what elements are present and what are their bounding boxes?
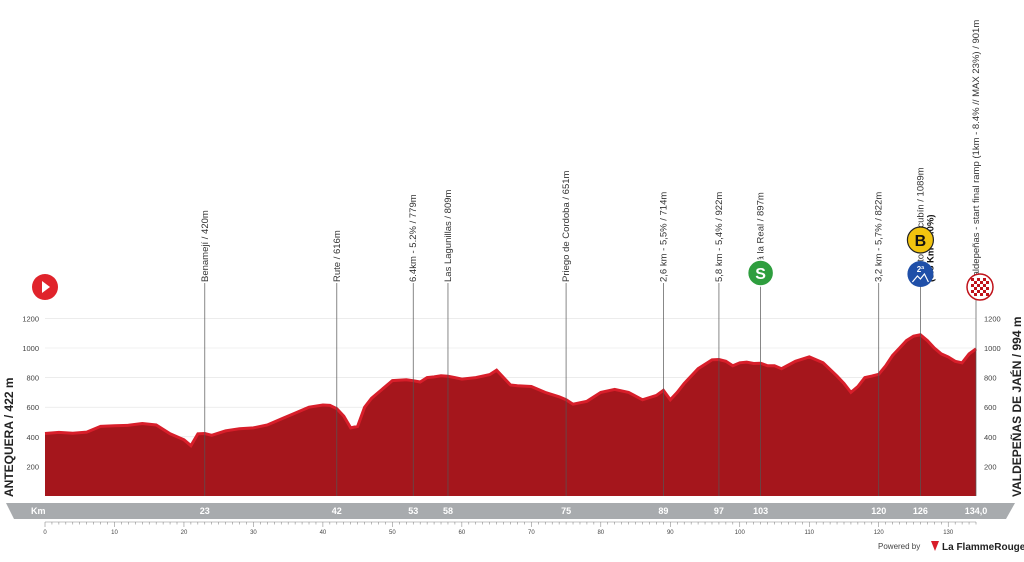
checkered-flag-square — [974, 281, 977, 284]
checkered-flag-square — [980, 287, 983, 290]
y-tick-label-left: 1000 — [22, 344, 39, 353]
km-marker-label: 134,0 — [965, 506, 988, 516]
sprint-icon — [746, 259, 775, 287]
x-tick-label: 0 — [43, 530, 47, 536]
waypoint-label: 6.4km - 5.2% / 779m — [408, 194, 419, 282]
y-tick-label-left: 600 — [26, 403, 39, 412]
checkered-flag-square — [974, 293, 977, 296]
y-tick-label-left: 200 — [26, 462, 39, 471]
finish-location-label: VALDEPEÑAS DE JAÉN / 994 m — [1009, 317, 1024, 498]
checkered-flag-square — [977, 284, 980, 287]
x-tick-label: 130 — [943, 530, 954, 536]
km-marker-label: 120 — [871, 506, 886, 516]
checkered-flag-square — [977, 278, 980, 281]
x-tick-label: 90 — [667, 530, 674, 536]
checkered-flag-square — [983, 284, 986, 287]
checkered-flag-square — [986, 293, 989, 296]
y-tick-label-right: 200 — [984, 462, 997, 471]
km-axis-label: Km — [31, 506, 46, 516]
checkered-flag-square — [986, 287, 989, 290]
play-arrow-icon — [42, 281, 50, 293]
waypoint-label: Rute / 616m — [332, 230, 343, 282]
x-tick-label: 40 — [320, 530, 327, 536]
checkered-flag-square — [974, 287, 977, 290]
km-marker-label: 58 — [443, 506, 453, 516]
waypoint-label: 2,6 km - 5,5% / 714m — [658, 192, 669, 282]
km-marker-label: 89 — [658, 506, 668, 516]
powered-by-text: Powered by — [878, 542, 920, 551]
checkered-flag-square — [986, 281, 989, 284]
waypoint-label: Valdepeñas - start final ramp (1km - 8.4… — [971, 20, 982, 282]
elevation-profile-area — [45, 334, 976, 496]
km-marker-label: 42 — [332, 506, 342, 516]
waypoint-label: Puerto de Locubín / 1089m — [915, 167, 926, 282]
waypoint-label: Priego de Cordoba / 651m — [561, 170, 572, 282]
km-marker-label: 75 — [561, 506, 571, 516]
waypoint-label: Las Lagunillas / 809m — [443, 189, 454, 282]
x-tick-label: 120 — [874, 530, 885, 536]
waypoint-label: Benamejí / 420m — [200, 210, 211, 282]
km-marker-label: 23 — [200, 506, 210, 516]
checkered-flag-square — [980, 293, 983, 296]
x-tick-label: 10 — [111, 530, 118, 536]
checkered-flag-square — [971, 284, 974, 287]
mountain-peaks-icon — [911, 272, 929, 283]
sprint-icon-letter: S — [755, 266, 766, 283]
checkered-flag-square — [983, 290, 986, 293]
checkered-flag-square — [977, 290, 980, 293]
bonus-icon — [906, 226, 935, 254]
waypoint-label: Alcalá la Real / 897m — [756, 192, 767, 282]
y-tick-label-right: 1200 — [984, 314, 1001, 323]
elevation-profile-ridge — [44, 333, 977, 449]
y-tick-label-right: 1000 — [984, 344, 1001, 353]
x-tick-label: 30 — [250, 530, 257, 536]
brand-text: La FlammeRouge — [942, 542, 1024, 553]
y-tick-label-left: 800 — [26, 374, 39, 383]
x-tick-label: 20 — [181, 530, 188, 536]
x-tick-label: 50 — [389, 530, 396, 536]
x-tick-label: 110 — [804, 530, 814, 536]
waypoint-label: 5,8 km - 5,4% / 922m — [714, 192, 725, 282]
waypoint-label: 3,2 km - 5,7% / 822m — [874, 192, 885, 282]
x-tick-label: 80 — [597, 530, 604, 536]
x-tick-label: 60 — [459, 530, 466, 536]
km-axis-bar — [6, 503, 1015, 519]
flamme-rouge-logo-icon — [931, 541, 939, 551]
km-marker-label: 103 — [753, 506, 768, 516]
checkered-flag-square — [980, 281, 983, 284]
y-tick-label-right: 400 — [984, 433, 997, 442]
x-tick-label: 70 — [528, 530, 535, 536]
x-tick-label: 100 — [735, 530, 746, 536]
km-marker-label: 97 — [714, 506, 724, 516]
start-location-label: ANTEQUERA / 422 m — [2, 377, 16, 497]
checkered-flag-square — [971, 290, 974, 293]
checkered-flag-square — [983, 278, 986, 281]
km-marker-label: 53 — [408, 506, 418, 516]
y-tick-label-right: 800 — [984, 374, 997, 383]
bonus-icon-letter: B — [915, 233, 927, 250]
km-marker-label: 126 — [913, 506, 928, 516]
mountain-category-text: 2ª — [917, 265, 924, 274]
checkered-flag-square — [971, 278, 974, 281]
y-tick-label-right: 600 — [984, 403, 997, 412]
y-tick-label-left: 400 — [26, 433, 39, 442]
y-tick-label-left: 1200 — [22, 314, 39, 323]
